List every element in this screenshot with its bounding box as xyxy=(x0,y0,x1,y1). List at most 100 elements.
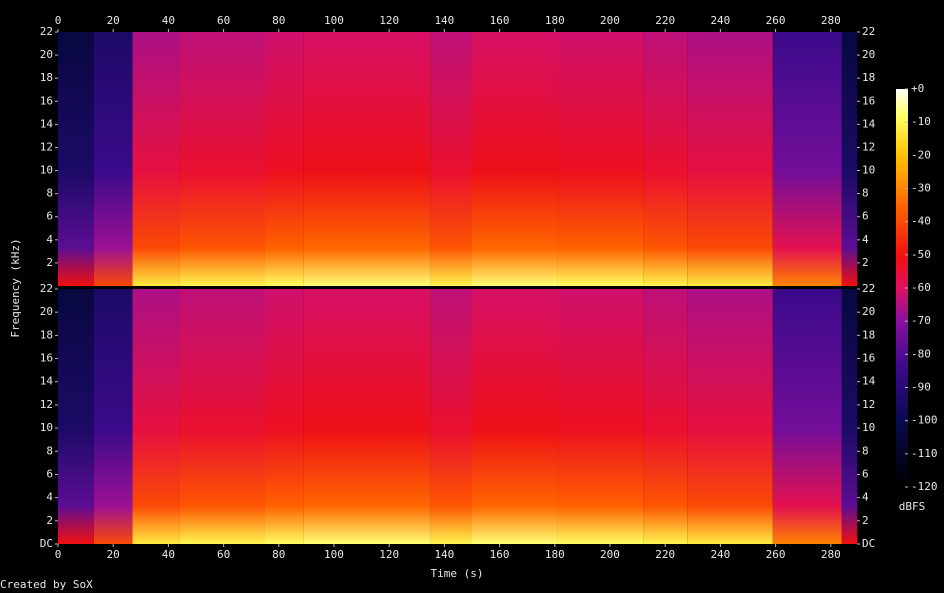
x-tick-label-top: 20 xyxy=(107,14,120,27)
y-tick-label-right: 18 xyxy=(862,71,875,84)
colorbar-tick-label: +0 xyxy=(911,82,924,95)
y-tick-label: 10 xyxy=(40,164,53,177)
spectrogram-segment xyxy=(643,289,688,544)
x-tick-label-top: 40 xyxy=(162,14,175,27)
y-tick-label-right: 12 xyxy=(862,398,875,411)
y-tick-label-right: 18 xyxy=(862,328,875,341)
y-tick-label: 14 xyxy=(40,375,54,388)
y-tick-label-right: 10 xyxy=(862,421,875,434)
y-tick-label-right: 8 xyxy=(862,187,869,200)
x-tick-label: 20 xyxy=(107,548,120,561)
y-tick-label: 2 xyxy=(46,514,53,527)
y-tick-label-right: 6 xyxy=(862,467,869,480)
y-tick-label-right: 14 xyxy=(862,117,876,130)
y-tick-label: 14 xyxy=(40,117,54,130)
y-tick-label-right: DC xyxy=(862,537,875,550)
x-tick-label-top: 260 xyxy=(766,14,786,27)
spectrogram-segment xyxy=(58,32,94,286)
y-tick-label: 6 xyxy=(46,210,53,223)
colorbar-tick-label: -60 xyxy=(911,281,931,294)
y-tick-label: 20 xyxy=(40,305,53,318)
colorbar-tick-label: -120 xyxy=(911,480,938,493)
x-tick-label: 0 xyxy=(55,548,62,561)
y-tick-label: 22 xyxy=(40,25,53,38)
x-tick-label: 160 xyxy=(490,548,510,561)
y-tick-label: 10 xyxy=(40,421,53,434)
y-tick-label: 18 xyxy=(40,71,53,84)
y-tick-label-right: 8 xyxy=(862,444,869,457)
y-tick-label: 8 xyxy=(46,187,53,200)
x-tick-label: 140 xyxy=(434,548,454,561)
y-tick-label-right: 16 xyxy=(862,352,875,365)
spectrogram-segment xyxy=(430,32,472,286)
y-tick-label-right: 10 xyxy=(862,164,875,177)
y-tick-label-right: 6 xyxy=(862,210,869,223)
x-tick-label-top: 240 xyxy=(710,14,730,27)
y-tick-label-right: 22 xyxy=(862,25,875,38)
colorbar-tick-label: -110 xyxy=(911,447,938,460)
x-tick-label: 240 xyxy=(710,548,730,561)
spectrogram-segment xyxy=(58,289,94,544)
x-tick-label-top: 200 xyxy=(600,14,620,27)
x-tick-label: 200 xyxy=(600,548,620,561)
colorbar-tick-label: -20 xyxy=(911,148,931,161)
spectrogram-segment xyxy=(93,32,133,286)
colorbar-tick-label: -80 xyxy=(911,347,931,360)
x-tick-label: 60 xyxy=(217,548,230,561)
y-tick-label: 20 xyxy=(40,48,53,61)
spectrogram-segment xyxy=(841,289,857,544)
x-axis-label: Time (s) xyxy=(431,567,484,580)
y-tick-label-right: 22 xyxy=(862,282,875,295)
y-tick-label: 18 xyxy=(40,328,53,341)
y-tick-label-right: 20 xyxy=(862,48,875,61)
x-tick-label: 180 xyxy=(545,548,565,561)
y-tick-label: 4 xyxy=(46,491,53,504)
y-tick-label: 2 xyxy=(46,256,53,269)
spectrogram-segment xyxy=(179,32,265,286)
credit: Created by SoX xyxy=(0,578,93,591)
y-tick-label: 16 xyxy=(40,352,53,365)
y-tick-label-right: 4 xyxy=(862,233,869,246)
x-tick-label-top: 60 xyxy=(217,14,230,27)
x-tick-label: 220 xyxy=(655,548,675,561)
x-tick-label-top: 180 xyxy=(545,14,565,27)
y-tick-label-right: 4 xyxy=(862,491,869,504)
y-tick-label: 12 xyxy=(40,140,53,153)
x-tick-label-top: 220 xyxy=(655,14,675,27)
x-tick-label: 120 xyxy=(379,548,399,561)
spectrogram-segment xyxy=(471,289,558,544)
spectrogram-segment xyxy=(772,289,842,544)
y-tick-label-right: 2 xyxy=(862,514,869,527)
y-tick-label: 8 xyxy=(46,444,53,457)
x-tick-label-top: 280 xyxy=(821,14,841,27)
x-tick-label: 40 xyxy=(162,548,175,561)
x-tick-label: 80 xyxy=(272,548,285,561)
y-tick-label-right: 2 xyxy=(862,256,869,269)
colorbar-tick-label: -30 xyxy=(911,182,931,195)
spectrogram-segment xyxy=(643,32,688,286)
x-tick-label-top: 140 xyxy=(434,14,454,27)
spectrogram-segment xyxy=(93,289,133,544)
y-tick-label: 16 xyxy=(40,94,53,107)
y-tick-label: 22 xyxy=(40,282,53,295)
spectrogram-segment xyxy=(264,32,304,286)
spectrogram-segment xyxy=(132,32,180,286)
x-tick-label: 100 xyxy=(324,548,344,561)
spectrogram-segment xyxy=(179,289,265,544)
spectrogram-segment xyxy=(430,289,472,544)
y-tick-label-right: 20 xyxy=(862,305,875,318)
y-tick-label: DC xyxy=(40,537,53,550)
x-tick-label-top: 100 xyxy=(324,14,344,27)
x-tick-label: 280 xyxy=(821,548,841,561)
spectrogram-segment xyxy=(687,32,773,286)
spectrogram-segment xyxy=(264,289,304,544)
colorbar-tick-label: -100 xyxy=(911,414,938,427)
y-tick-label-right: 14 xyxy=(862,375,876,388)
x-tick-label-top: 0 xyxy=(55,14,62,27)
y-tick-label: 12 xyxy=(40,398,53,411)
colorbar-tick-label: -90 xyxy=(911,381,931,394)
colorbar-tick-label: -50 xyxy=(911,248,931,261)
x-tick-label-top: 120 xyxy=(379,14,399,27)
spectrogram-segment xyxy=(557,32,644,286)
